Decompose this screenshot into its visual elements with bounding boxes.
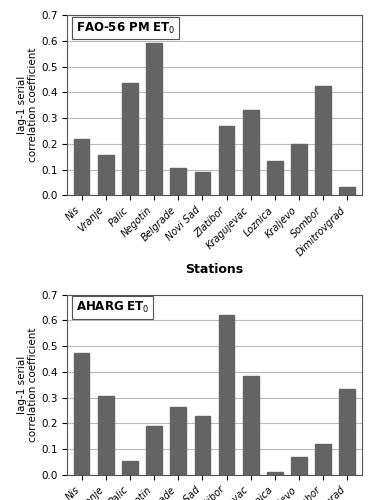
Bar <box>243 110 258 196</box>
Bar <box>146 426 162 475</box>
Bar <box>98 396 114 475</box>
Bar <box>291 144 307 196</box>
Bar <box>170 168 186 196</box>
Text: AHARG ET$_0$: AHARG ET$_0$ <box>76 300 150 315</box>
Bar <box>219 126 234 196</box>
Bar <box>98 156 114 196</box>
Text: FAO-56 PM ET$_0$: FAO-56 PM ET$_0$ <box>76 20 176 36</box>
Bar <box>74 138 90 196</box>
X-axis label: Stations: Stations <box>185 264 244 276</box>
Bar <box>267 472 283 475</box>
Bar <box>170 406 186 475</box>
Bar <box>339 388 355 475</box>
Bar <box>122 461 138 475</box>
Bar <box>146 44 162 196</box>
Bar <box>195 416 210 475</box>
Bar <box>267 160 283 196</box>
Bar <box>315 444 331 475</box>
Bar <box>122 84 138 196</box>
Bar <box>243 376 258 475</box>
Y-axis label: lag-1 serial
correlation coefficient: lag-1 serial correlation coefficient <box>16 328 38 442</box>
Bar <box>339 187 355 196</box>
Text: AHARG ET: AHARG ET <box>76 300 143 313</box>
Bar <box>291 457 307 475</box>
Bar <box>315 86 331 196</box>
Bar <box>195 172 210 196</box>
Bar <box>74 352 90 475</box>
Y-axis label: lag-1 serial
correlation coefficient: lag-1 serial correlation coefficient <box>16 48 38 162</box>
Bar <box>219 315 234 475</box>
Text: FAO-56 PM ET: FAO-56 PM ET <box>76 20 168 34</box>
